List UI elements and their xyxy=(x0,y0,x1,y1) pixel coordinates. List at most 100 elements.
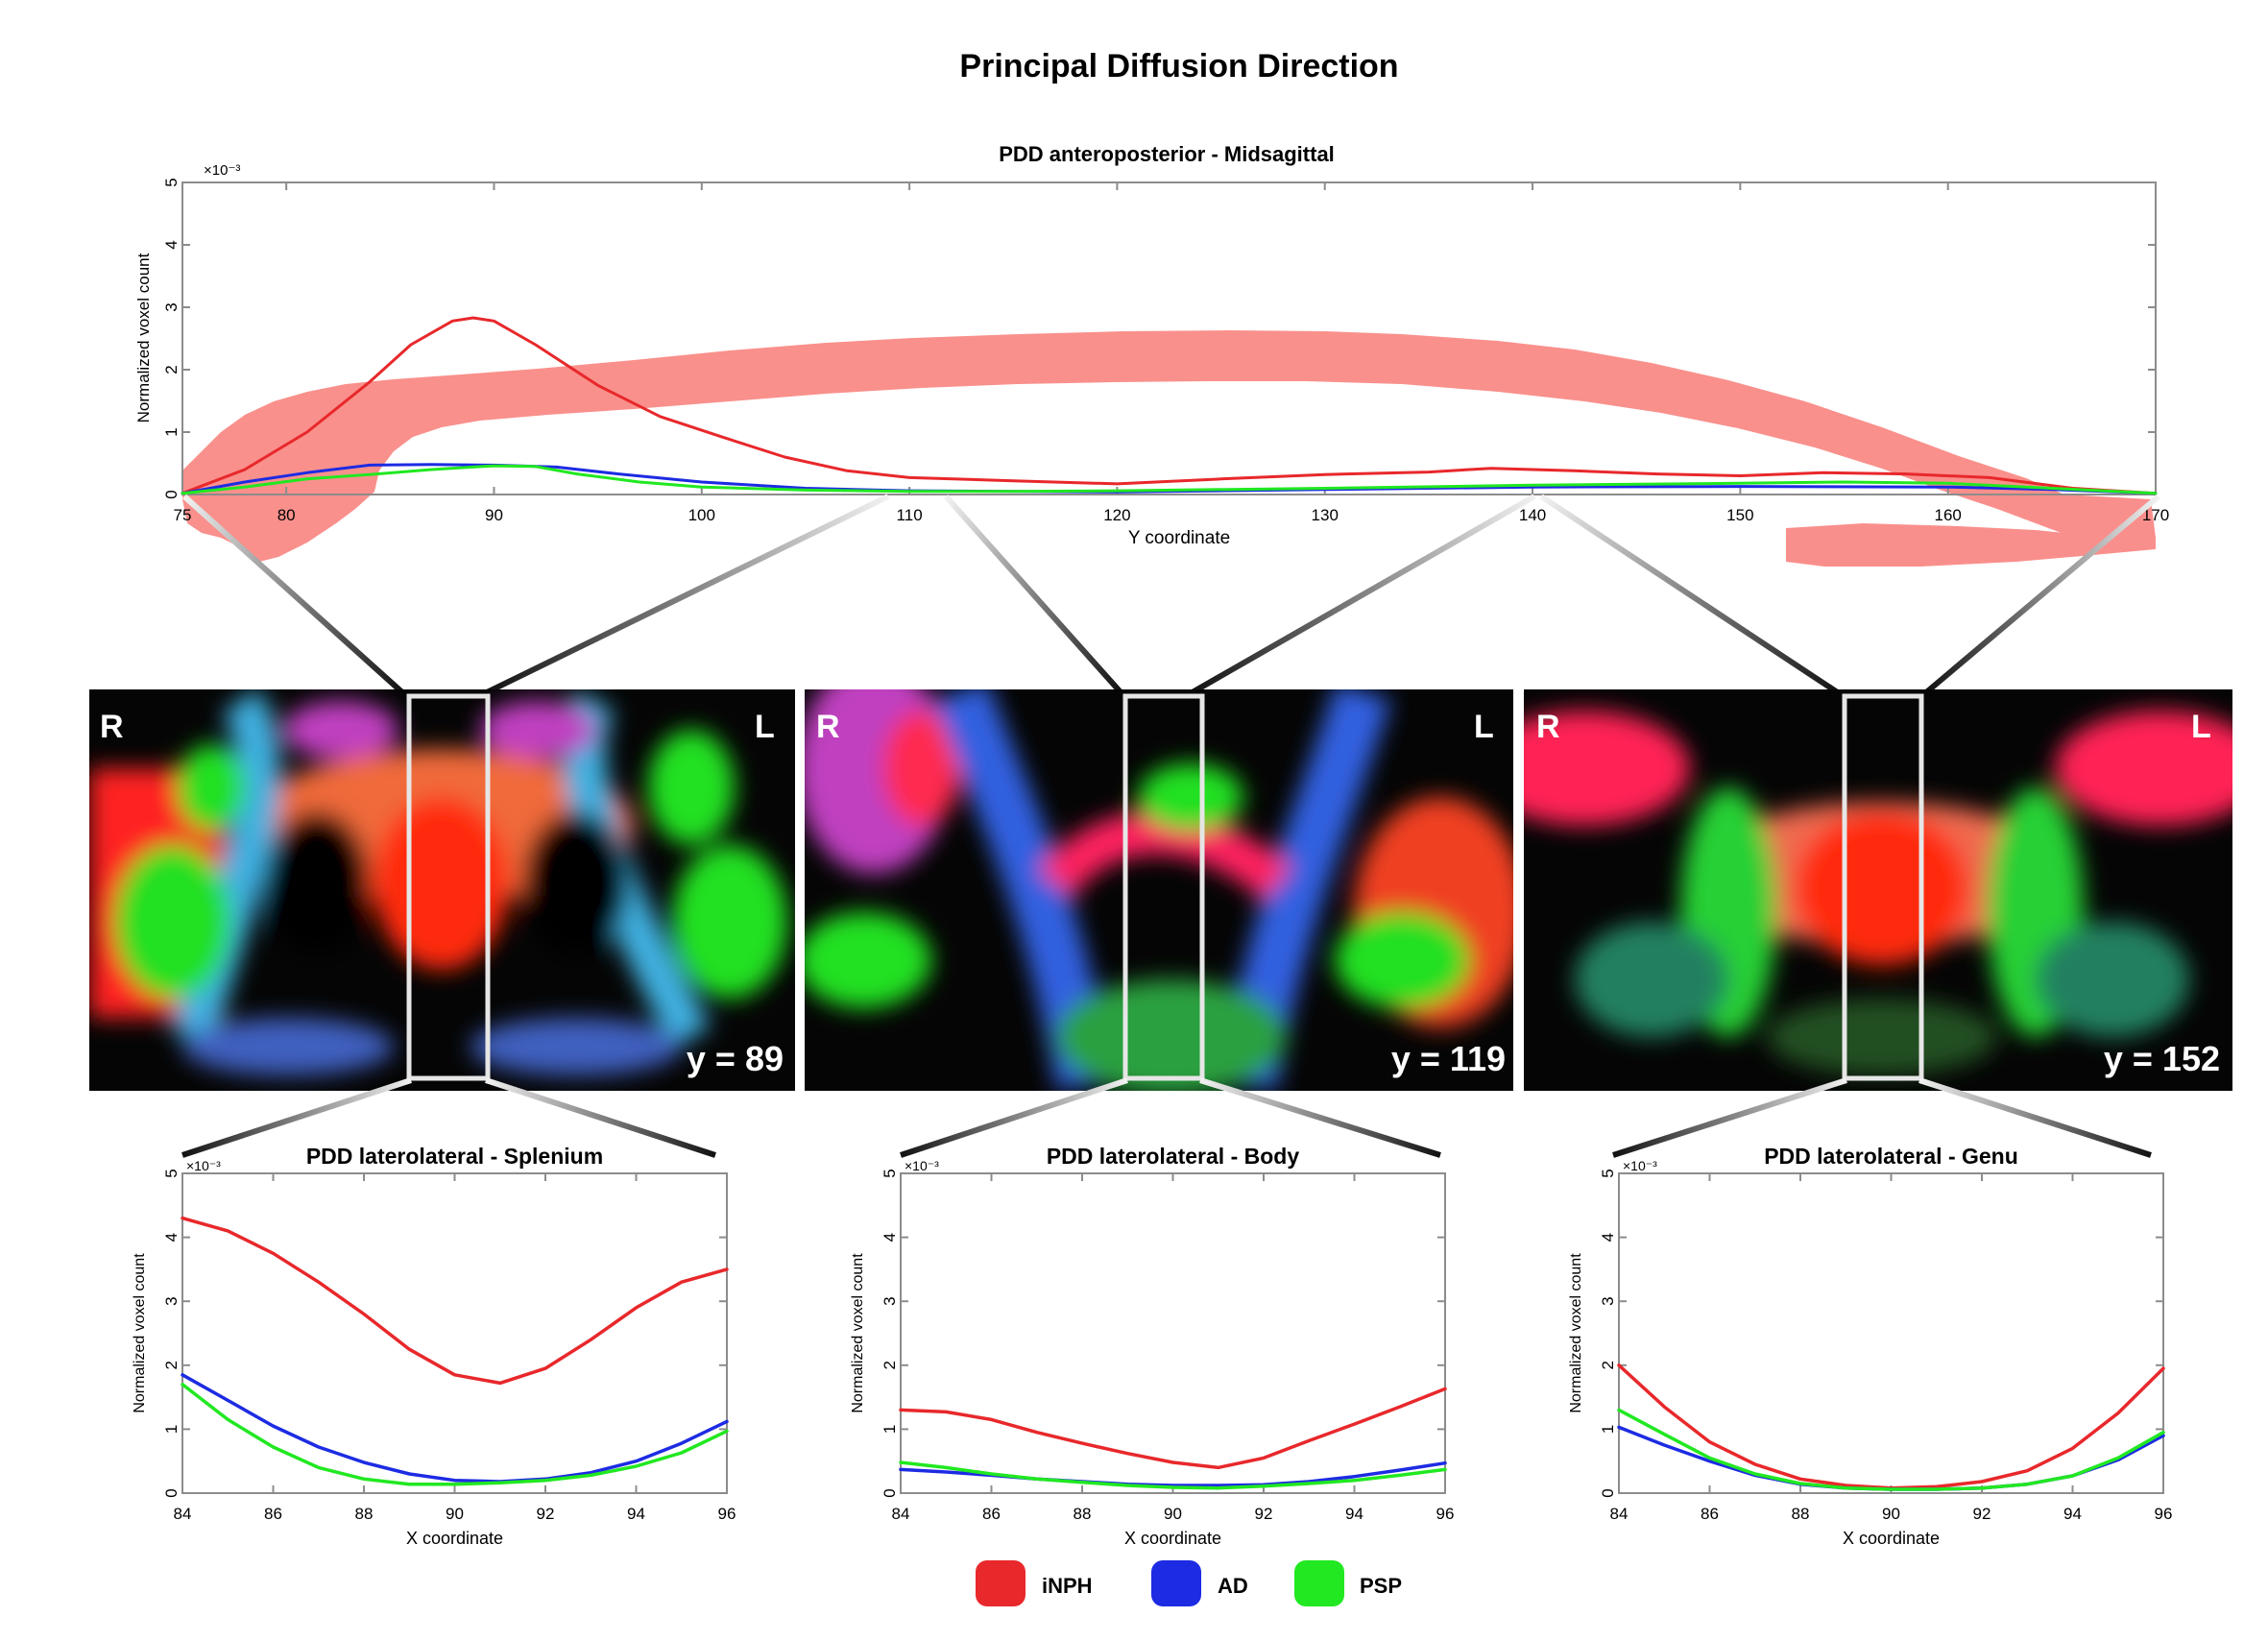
chart-title: PDD anteroposterior - Midsagittal xyxy=(999,142,1335,166)
plot-area-frame xyxy=(1618,1172,2164,1494)
chart-anteroposterior: PDD anteroposterior - Midsagittal 0 1 2 3 4 5… xyxy=(134,142,2169,567)
x-tick-label: 150 xyxy=(1726,506,1753,524)
x-tick-label: 96 xyxy=(2155,1505,2173,1523)
y-tick-label: 1 xyxy=(162,1425,181,1434)
y-tick-label: 4 xyxy=(162,240,181,249)
y-tick-label: 4 xyxy=(162,1233,181,1242)
legend-swatch xyxy=(1151,1560,1201,1606)
y-tick-label: 2 xyxy=(881,1361,899,1369)
series-line-inph xyxy=(1617,1363,2165,1490)
slice-coordinate-label: y = 89 xyxy=(687,1039,784,1078)
x-tick-label: 75 xyxy=(174,506,192,524)
x-tick-label: 96 xyxy=(718,1505,736,1523)
orientation-right-label: R xyxy=(1536,709,1560,745)
y-axis-label: Normalized voxel count xyxy=(134,253,153,422)
y-tick-label: 0 xyxy=(881,1488,899,1497)
x-tick-label: 120 xyxy=(1103,506,1130,524)
y-multiplier: ×10⁻³ xyxy=(186,1158,221,1173)
y-tick-label: 0 xyxy=(162,1488,181,1497)
brain-slice-3: R L y = 152 xyxy=(1524,689,2232,1091)
y-tick-label: 5 xyxy=(162,1169,181,1177)
y-tick-label: 1 xyxy=(1599,1425,1617,1434)
x-tick-label: 80 xyxy=(277,506,296,524)
slice-coordinate-label: y = 119 xyxy=(1391,1039,1506,1078)
chart-title: PDD laterolateral - Splenium xyxy=(306,1144,603,1169)
x-axis-label: Y coordinate xyxy=(1128,528,1230,548)
x-tick-label: 92 xyxy=(537,1505,555,1523)
x-tick-label: 92 xyxy=(1973,1505,1991,1523)
legend-swatch xyxy=(1294,1560,1344,1606)
y-tick-label: 3 xyxy=(1599,1296,1617,1305)
x-tick-label: 84 xyxy=(892,1505,910,1523)
orientation-right-label: R xyxy=(100,709,124,745)
x-tick-label: 94 xyxy=(1345,1505,1363,1523)
brain-slice-1: R L y = 89 xyxy=(89,689,795,1091)
x-tick-label: 94 xyxy=(2063,1505,2082,1523)
y-multiplier: ×10⁻³ xyxy=(204,162,240,179)
x-tick-label: 86 xyxy=(982,1505,1001,1523)
y-tick-label: 0 xyxy=(162,490,181,498)
y-tick-label: 5 xyxy=(1599,1169,1617,1177)
series-line-psp xyxy=(1617,1408,2165,1491)
x-axis-label: X coordinate xyxy=(1843,1529,1940,1548)
x-tick-label: 90 xyxy=(485,506,503,524)
orientation-right-label: R xyxy=(816,709,840,745)
x-tick-label: 92 xyxy=(1255,1505,1273,1523)
brain-slice-2: R L y = 119 xyxy=(805,689,1513,1091)
legend-label: iNPH xyxy=(1042,1574,1093,1598)
zoom-connectors-top xyxy=(181,494,2160,696)
x-axis-label: X coordinate xyxy=(406,1529,503,1548)
x-tick-label: 90 xyxy=(1882,1505,1900,1523)
y-axis-label: Normalized voxel count xyxy=(850,1253,866,1413)
y-multiplier: ×10⁻³ xyxy=(905,1158,939,1173)
legend: iNPH AD PSP xyxy=(976,1560,1402,1606)
orientation-left-label: L xyxy=(755,709,775,745)
chart-title: PDD laterolateral - Body xyxy=(1047,1144,1299,1169)
chart-laterolateral-2: PDD laterolateral - Body 0 1 2 3 4 5 84 86 88 90 92… xyxy=(850,1144,1454,1548)
y-tick-label: 2 xyxy=(1599,1361,1617,1369)
x-tick-label: 160 xyxy=(1934,506,1961,524)
x-tick-label: 94 xyxy=(627,1505,645,1523)
x-tick-label: 130 xyxy=(1312,506,1339,524)
x-tick-label: 100 xyxy=(688,506,715,524)
y-tick-label: 3 xyxy=(162,1296,181,1305)
y-tick-label: 5 xyxy=(881,1169,899,1177)
x-tick-label: 140 xyxy=(1519,506,1546,524)
x-tick-label: 84 xyxy=(1610,1505,1629,1523)
y-axis-label: Normalized voxel count xyxy=(1568,1253,1584,1413)
x-tick-label: 84 xyxy=(174,1505,192,1523)
x-tick-label: 90 xyxy=(1164,1505,1182,1523)
y-axis-label: Normalized voxel count xyxy=(132,1253,148,1413)
figure-title: Principal Diffusion Direction xyxy=(959,48,1398,84)
chart-laterolateral-1: PDD laterolateral - Splenium 0 1 2 3 4 5 84 86 88… xyxy=(132,1144,736,1548)
x-tick-label: 86 xyxy=(1701,1505,1719,1523)
x-tick-label: 88 xyxy=(1792,1505,1810,1523)
series-line-psp xyxy=(181,1383,729,1486)
chart-laterolateral-3: PDD laterolateral - Genu 0 1 2 3 4 5 84 86 88 90 92… xyxy=(1568,1144,2172,1548)
y-tick-label: 3 xyxy=(162,302,181,311)
y-tick-label: 5 xyxy=(162,178,181,186)
y-tick-label: 0 xyxy=(1599,1488,1617,1497)
series-line-inph xyxy=(899,1387,1447,1470)
y-tick-label: 1 xyxy=(881,1425,899,1434)
chart-title: PDD laterolateral - Genu xyxy=(1764,1144,2018,1169)
plot-area-frame xyxy=(900,1172,1446,1494)
x-tick-label: 88 xyxy=(355,1505,374,1523)
series-line-inph xyxy=(181,316,2158,495)
y-tick-label: 2 xyxy=(162,1361,181,1369)
x-tick-label: 90 xyxy=(446,1505,464,1523)
x-tick-label: 170 xyxy=(2142,506,2169,524)
legend-label: PSP xyxy=(1360,1574,1402,1598)
slice-coordinate-label: y = 152 xyxy=(2104,1039,2220,1078)
x-tick-label: 96 xyxy=(1436,1505,1455,1523)
orientation-left-label: L xyxy=(1474,709,1494,745)
x-tick-label: 110 xyxy=(897,506,923,524)
x-tick-label: 88 xyxy=(1074,1505,1092,1523)
y-tick-label: 1 xyxy=(162,427,181,436)
legend-swatch xyxy=(976,1560,1025,1606)
y-multiplier: ×10⁻³ xyxy=(1623,1158,1657,1173)
zoom-connectors-bottom xyxy=(181,1077,2152,1158)
plot-area-frame xyxy=(181,1172,728,1494)
orientation-left-label: L xyxy=(2191,709,2211,745)
